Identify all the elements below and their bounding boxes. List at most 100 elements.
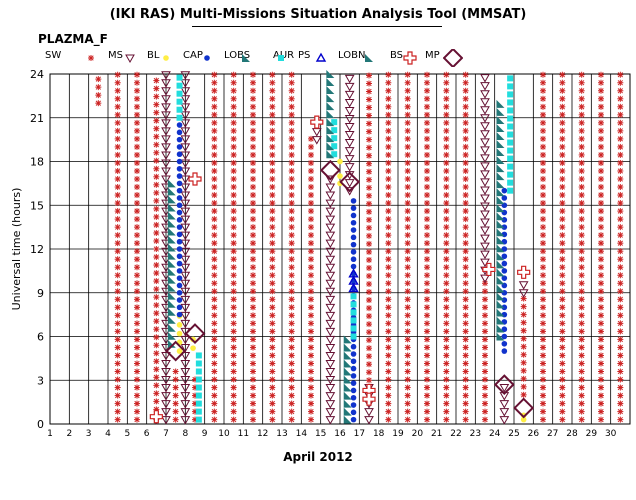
data-point-lobs xyxy=(343,367,352,376)
data-point-sw xyxy=(559,272,566,279)
data-point-sw xyxy=(598,344,604,351)
data-point-sw xyxy=(462,79,469,86)
data-point-sw xyxy=(114,304,121,311)
data-point-sw xyxy=(540,232,546,239)
data-point-sw xyxy=(366,321,372,328)
data-point-ms xyxy=(161,71,171,80)
data-point-sw xyxy=(559,216,566,223)
data-point-sw xyxy=(598,167,604,174)
data-point-sw xyxy=(153,85,160,92)
data-point-mp xyxy=(493,374,515,396)
data-point-ms xyxy=(180,207,191,217)
data-point-ms xyxy=(180,255,191,265)
data-point-sw xyxy=(424,296,430,303)
data-point-sw xyxy=(520,391,527,398)
data-point-sw xyxy=(114,336,121,343)
data-point-sw xyxy=(424,119,430,126)
data-point-cap xyxy=(176,136,183,143)
data-point-ms xyxy=(480,242,490,252)
data-point-sw xyxy=(230,200,237,207)
data-point-sw xyxy=(540,264,546,271)
data-point-lobs xyxy=(326,142,335,151)
legend-symbol-mp xyxy=(443,49,463,67)
data-point-aur xyxy=(195,352,202,359)
data-point-sw xyxy=(482,384,488,391)
data-point-ms xyxy=(161,199,171,209)
data-point-lobs xyxy=(496,172,505,181)
data-point-sw xyxy=(269,248,276,255)
data-point-sw xyxy=(250,87,256,94)
data-point-sw xyxy=(114,232,121,239)
data-point-sw xyxy=(540,111,546,118)
data-point-sw xyxy=(540,127,546,134)
data-point-sw xyxy=(269,256,276,263)
data-point-sw xyxy=(578,320,585,327)
data-point-sw xyxy=(559,288,566,295)
data-point-sw xyxy=(134,344,140,351)
data-point-sw xyxy=(134,264,140,271)
data-point-sw xyxy=(172,400,179,407)
series-sw xyxy=(95,71,624,423)
data-point-sw xyxy=(230,344,237,351)
data-point-lobs xyxy=(496,268,505,277)
data-point-sw xyxy=(230,71,237,78)
data-point-sw xyxy=(230,208,237,215)
data-point-sw xyxy=(308,224,314,231)
data-point-sw xyxy=(230,400,237,407)
data-point-ms xyxy=(480,74,490,83)
data-point-sw xyxy=(366,353,372,360)
data-point-sw xyxy=(404,208,411,215)
data-point-sw xyxy=(540,151,546,158)
data-point-ms xyxy=(161,239,171,249)
data-point-sw xyxy=(385,272,392,279)
data-point-sw xyxy=(269,167,276,174)
data-point-cap xyxy=(176,187,183,194)
data-point-sw xyxy=(211,400,218,407)
data-point-sw xyxy=(424,400,430,407)
data-point-sw xyxy=(269,111,276,118)
data-point-aur xyxy=(176,98,183,105)
data-point-sw xyxy=(598,135,604,142)
data-point-sw xyxy=(578,208,585,215)
data-point-sw xyxy=(598,232,604,239)
data-point-sw xyxy=(404,328,411,335)
data-point-sw xyxy=(366,272,372,279)
data-point-sw xyxy=(424,248,430,255)
data-point-sw xyxy=(230,143,237,150)
data-point-aur xyxy=(176,74,183,81)
data-point-cap xyxy=(501,224,508,230)
data-point-sw xyxy=(288,296,295,303)
data-point-aur xyxy=(195,416,202,423)
data-point-sw xyxy=(482,344,488,351)
data-point-aur xyxy=(331,119,338,126)
chart-title: (IKI RAS) Multi-Missions Situation Analy… xyxy=(109,7,527,22)
data-point-sw xyxy=(250,376,256,383)
data-point-sw xyxy=(153,398,160,405)
data-point-lobs xyxy=(496,324,505,333)
data-point-ms xyxy=(161,247,171,257)
data-point-sw xyxy=(250,208,256,215)
data-point-sw xyxy=(134,87,140,94)
data-point-aur xyxy=(195,400,202,407)
data-point-sw xyxy=(288,336,295,343)
data-point-sw xyxy=(443,159,450,166)
data-point-sw xyxy=(540,288,546,295)
data-point-sw xyxy=(211,296,218,303)
data-point-sw xyxy=(366,264,372,271)
data-point-sw xyxy=(308,159,314,166)
x-tick-label: 22 xyxy=(450,429,461,439)
data-point-sw xyxy=(250,167,256,174)
data-point-sw xyxy=(424,304,430,311)
data-point-sw xyxy=(598,79,604,86)
data-point-sw xyxy=(598,192,604,199)
data-point-sw xyxy=(269,176,276,182)
data-point-sw xyxy=(559,208,566,215)
data-point-sw xyxy=(250,151,256,158)
data-point-sw xyxy=(250,79,256,86)
data-point-lobs xyxy=(167,243,176,252)
data-point-sw xyxy=(617,248,624,255)
data-point-sw xyxy=(269,192,276,199)
data-point-sw xyxy=(578,264,585,271)
data-point-ms xyxy=(180,151,191,160)
data-point-sw xyxy=(385,280,392,287)
